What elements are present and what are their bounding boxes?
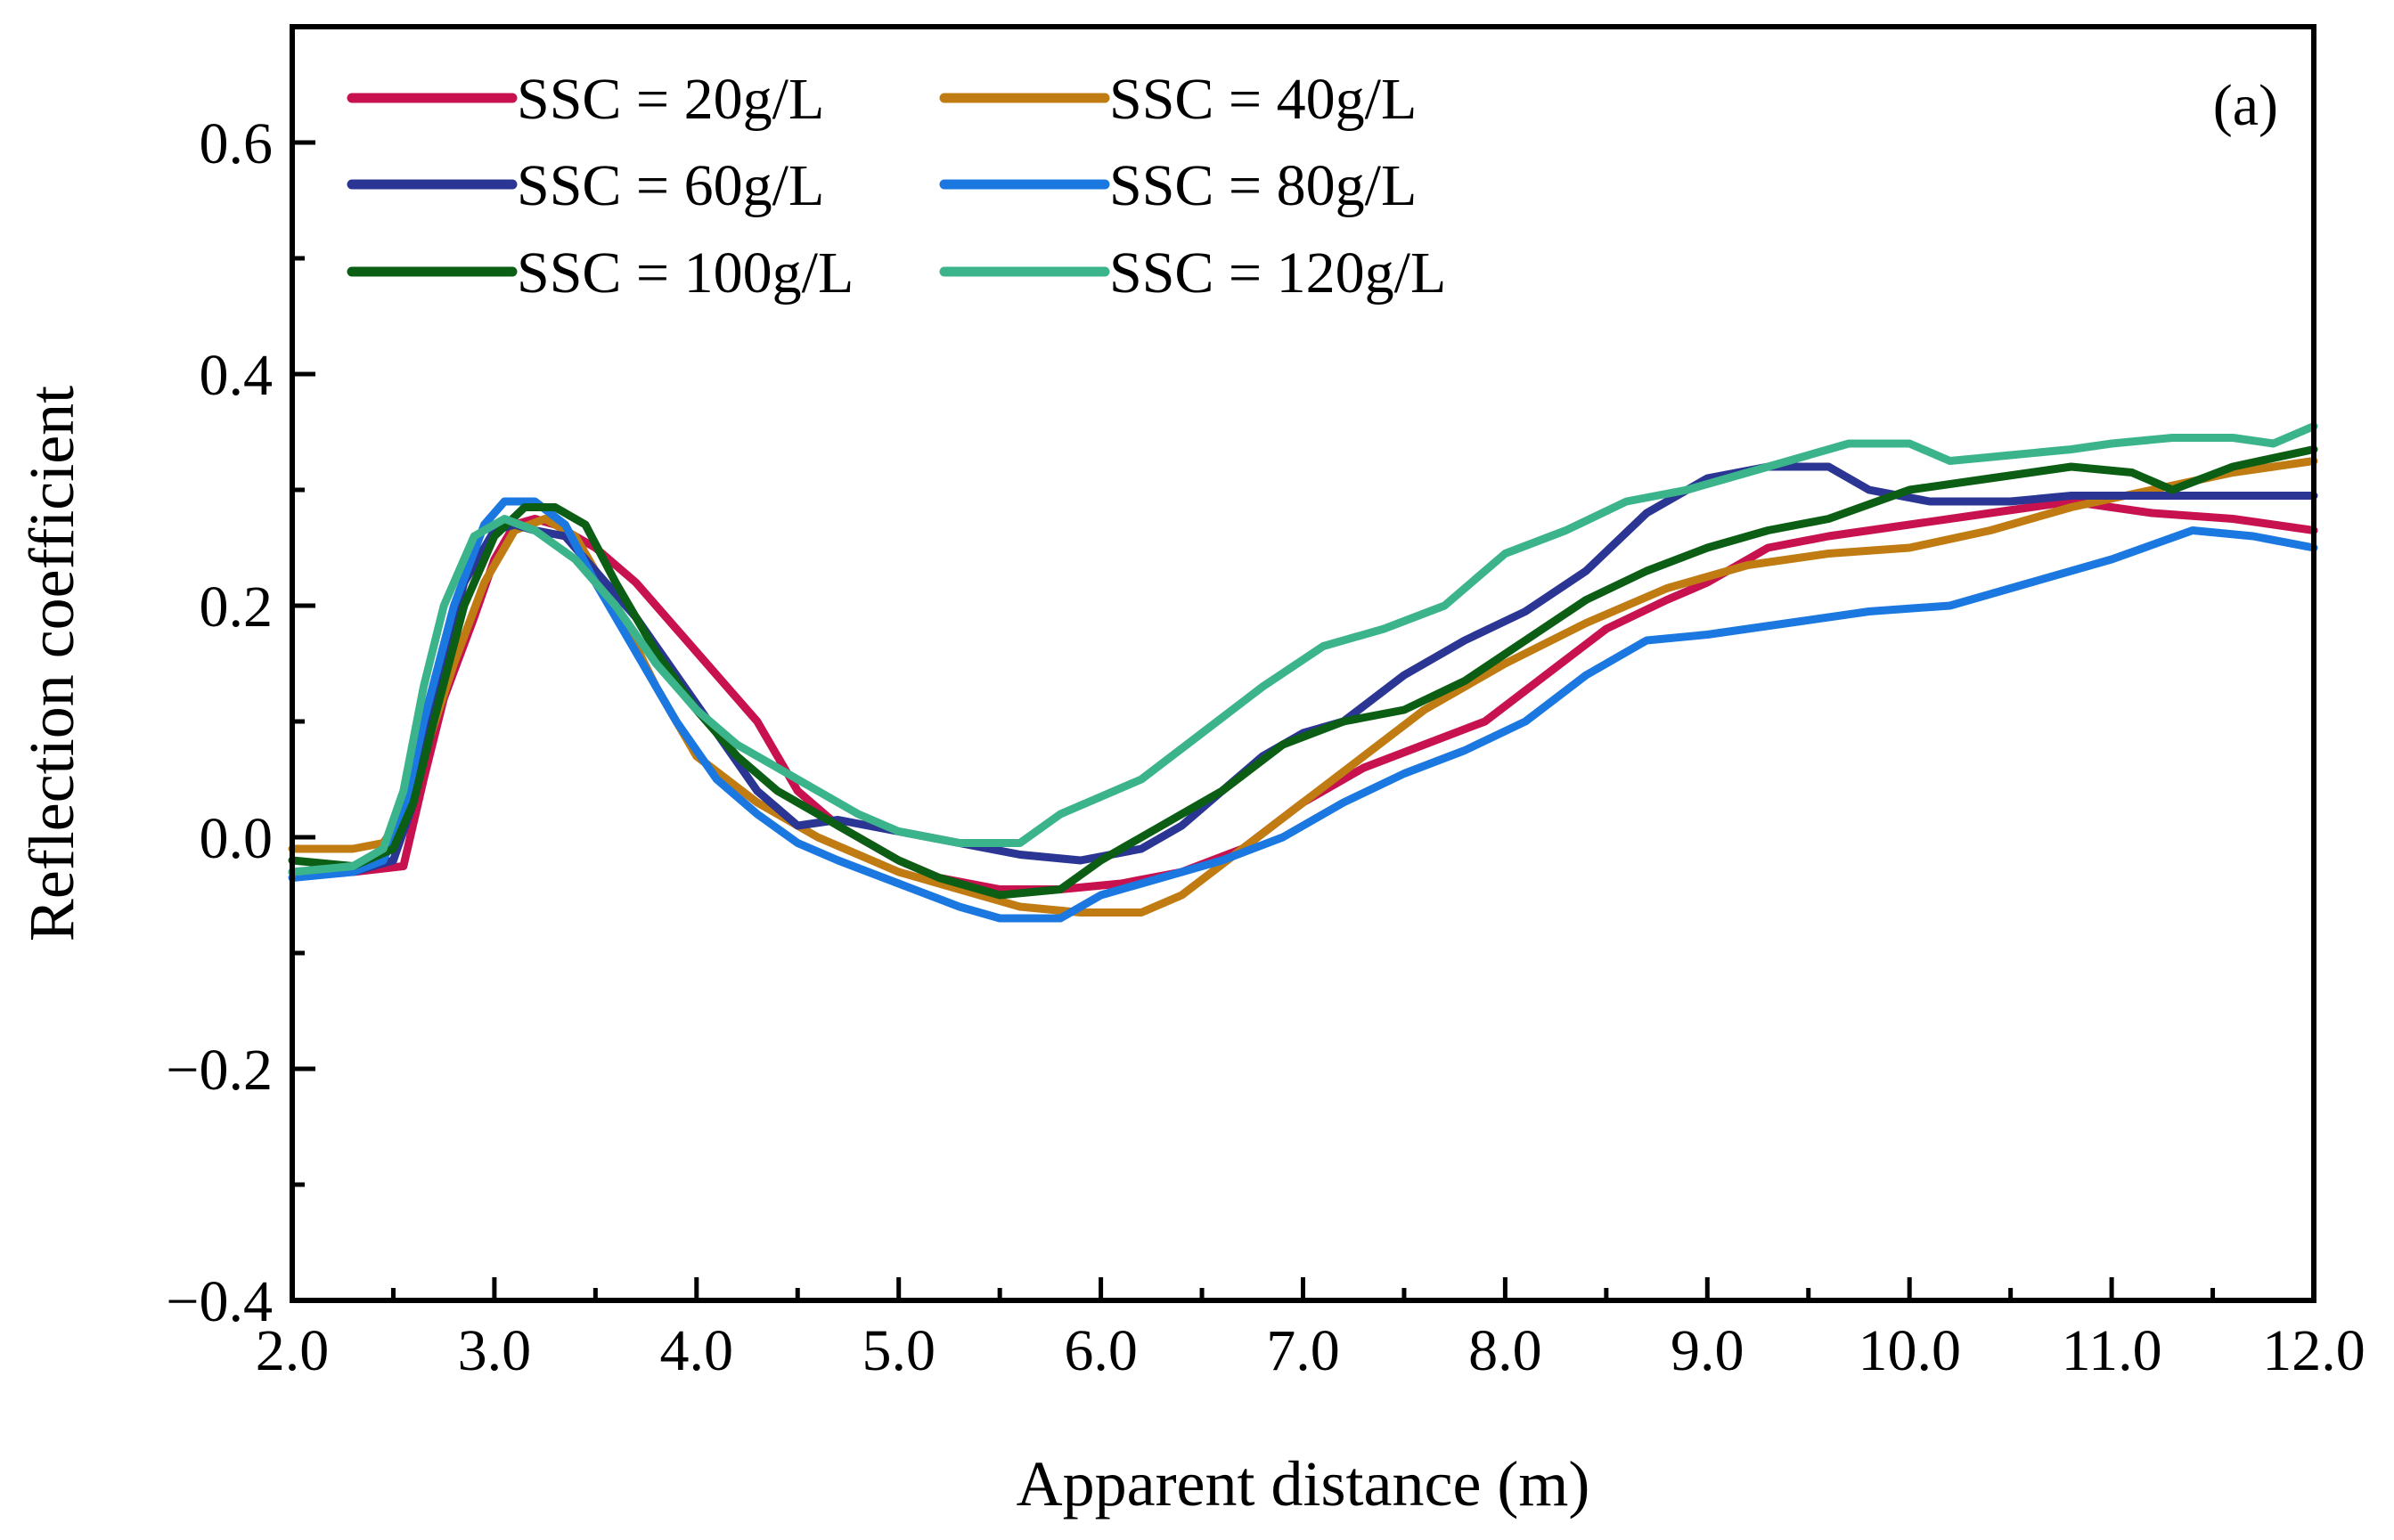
legend-label: SSC = 80g/L — [1109, 153, 1417, 218]
y-tick-label: 0.6 — [200, 111, 274, 176]
y-tick-label: −0.2 — [166, 1038, 273, 1103]
x-tick-label: 8.0 — [1468, 1318, 1542, 1383]
x-tick-label: 7.0 — [1266, 1318, 1340, 1383]
y-tick-label: 0.0 — [200, 806, 274, 871]
x-tick-label: 10.0 — [1858, 1318, 1961, 1383]
x-tick-label: 12.0 — [2262, 1318, 2365, 1383]
series-line-5 — [288, 445, 2318, 900]
x-tick-label: 2.0 — [256, 1318, 330, 1383]
legend-label: SSC = 120g/L — [1109, 240, 1446, 306]
plot-series — [288, 422, 2318, 923]
legend-label: SSC = 60g/L — [517, 153, 824, 218]
series-line-4 — [288, 497, 2318, 923]
x-axis-title: Apparent distance (m) — [1017, 1448, 1590, 1520]
y-tick-label: 0.4 — [200, 343, 274, 408]
x-tick-label: 5.0 — [862, 1318, 936, 1383]
plot-area-frame — [290, 24, 2316, 1303]
y-tick-label: 0.2 — [200, 574, 274, 640]
axis-ticks: 2.0 3.0 4.0 5.0 6.0 7.0 8.0 9.0 10.0 11.0 12.0 −0.4… — [166, 111, 2365, 1383]
x-tick-label: 6.0 — [1064, 1318, 1138, 1383]
series-line-2 — [288, 457, 2318, 917]
series-line-6 — [288, 422, 2318, 876]
x-tick-label: 4.0 — [660, 1318, 734, 1383]
y-axis-title: Reflection coefficient — [16, 386, 87, 941]
legend-label: SSC = 100g/L — [517, 240, 854, 306]
x-tick-label: 9.0 — [1671, 1318, 1744, 1383]
panel-label: (a) — [2213, 73, 2278, 138]
y-tick-label: −0.4 — [166, 1269, 273, 1334]
x-tick-label: 11.0 — [2062, 1318, 2162, 1383]
legend-label: SSC = 20g/L — [517, 67, 824, 132]
x-tick-label: 3.0 — [458, 1318, 532, 1383]
legend-label: SSC = 40g/L — [1109, 67, 1417, 132]
legend: SSC = 20g/L SSC = 40g/L SSC = 60g/L SSC = 8… — [347, 67, 1446, 306]
